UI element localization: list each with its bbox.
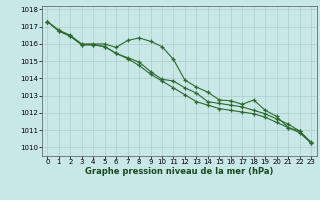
X-axis label: Graphe pression niveau de la mer (hPa): Graphe pression niveau de la mer (hPa) xyxy=(85,167,273,176)
